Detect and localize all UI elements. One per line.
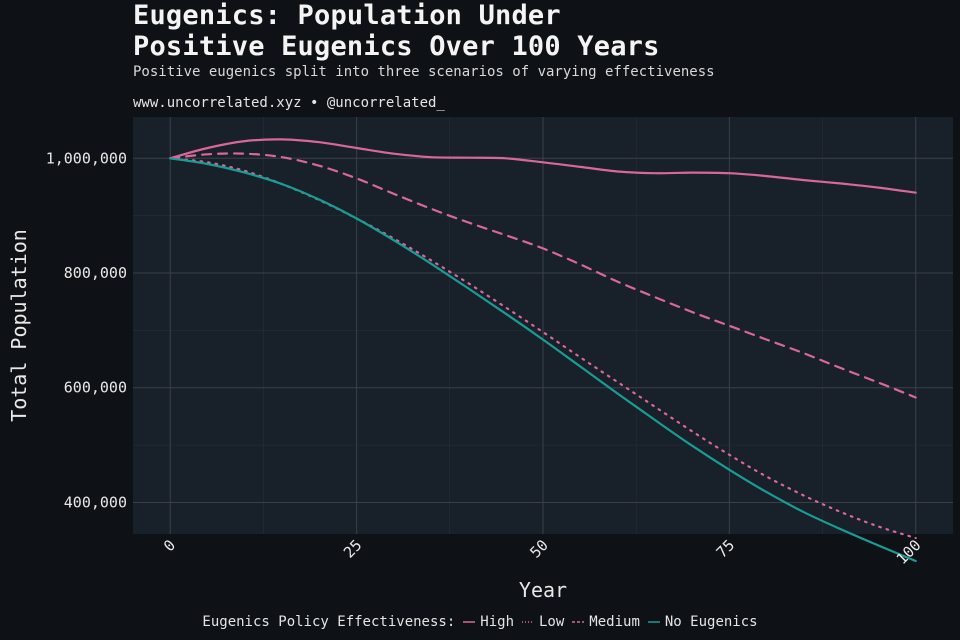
series-line-high [169,138,917,194]
y-axis-title: Total Population [7,229,31,422]
legend-title: Eugenics Policy Effectiveness: [202,614,456,630]
series-lines [169,138,917,563]
legend-item-medium: Medium [571,614,640,630]
series-line-medium [169,152,917,399]
legend-key-low [521,617,535,627]
legend-item-low: Low [521,614,564,630]
legend-label-medium: Medium [589,614,640,630]
x-tick-label: 0 [160,536,179,555]
y-tick-label: 1,000,000 [46,149,127,167]
chart-title-line-1: Eugenics: Population Under [133,0,561,31]
legend-label-no-eugenics: No Eugenics [664,614,758,630]
chart-caption: www.uncorrelated.xyz • @uncorrelated_ [133,95,445,111]
chart-subtitle: Positive eugenics split into three scena… [133,64,715,80]
legend-label-low: Low [539,614,565,630]
legend: Eugenics Policy Effectiveness: High Low Me… [0,614,960,630]
grid-lines [133,117,953,534]
x-tick-label: 100 [893,536,925,568]
legend-label-high: High [480,614,514,630]
x-tick-label: 75 [713,536,739,562]
legend-key-no-eugenics [647,617,661,627]
x-axis-title: Year [519,578,567,602]
x-tick-label: 50 [526,536,552,562]
legend-item-no-eugenics: No Eugenics [647,614,758,630]
legend-item-high: High [462,614,514,630]
y-tick-label: 800,000 [64,264,127,282]
y-tick-label: 600,000 [64,379,127,397]
x-tick-label: 25 [340,536,366,562]
series-line-no-eugenics [169,157,917,563]
y-tick-label: 400,000 [64,493,127,511]
legend-key-medium [571,617,585,627]
chart-title-line-2: Positive Eugenics Over 100 Years [133,31,660,62]
legend-key-high [462,617,476,627]
